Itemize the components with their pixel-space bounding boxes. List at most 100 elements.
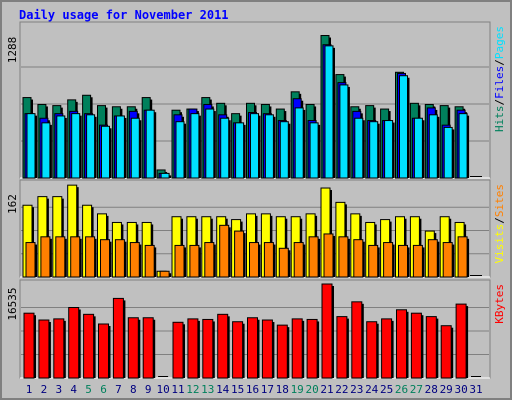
bar-kbytes-kbytes-day-25-shadow [391,320,394,378]
bar-kbytes-kbytes-day-29-body [440,325,452,379]
bar-visits-sites-day-14 [219,224,231,278]
bar-kbytes-kbytes-day-26-body [396,309,407,379]
bar-visits-sites-day-26 [398,244,410,278]
bar-kbytes-kbytes-day-27 [410,312,424,379]
bar-visits-sites-day-30 [457,236,470,278]
bar-visits-sites-day-22-shadow [347,238,350,277]
x-tick-label-day-31: 31 [469,383,482,396]
bar-visits-sites-day-6-body [100,239,110,278]
legend-visits: Visits [493,224,506,264]
bar-hits-pages-day-28 [428,114,440,179]
bar-kbytes-kbytes-day-28-body [425,316,437,379]
bar-hits-pages-day-14-shadow [228,120,231,178]
bar-hits-pages-day-23-body [354,117,364,179]
bar-visits-sites-day-27-body [412,244,423,278]
bar-hits-pages-day-31 [474,176,482,177]
bar-hits-pages-day-5-body [86,114,96,179]
bar-kbytes-kbytes-day-5 [83,313,96,379]
panel-visits-ymax-label: 162 [6,194,19,214]
bar-kbytes-kbytes-day-19-body [291,318,303,379]
bar-kbytes-kbytes-day-8-shadow [138,319,141,378]
bar-visits-sites-day-11-shadow [184,247,186,277]
x-tick-label-day-22: 22 [335,383,348,396]
chart-title: Daily usage for November 2011 [19,8,229,22]
bar-kbytes-kbytes-day-15-shadow [242,323,245,378]
bar-kbytes-kbytes-day-30-shadow [466,306,469,378]
bar-kbytes-kbytes-day-3-shadow [63,320,66,378]
bar-visits-sites-day-15 [234,230,246,278]
bar-hits-pages-day-24 [369,121,380,179]
bar-visits-sites-day-1-body [25,242,36,278]
bar-kbytes-kbytes-day-12 [187,318,200,379]
legend-separator: / [493,217,506,224]
x-tick-label-day-2: 2 [41,383,48,396]
bar-kbytes-kbytes-day-31 [471,376,481,377]
bar-visits-sites-day-18-shadow [288,250,291,277]
bar-visits-sites-day-29 [442,242,455,278]
bar-kbytes-kbytes-day-26-shadow [406,311,409,378]
panel-kbytes-legend: KBytes [493,284,506,324]
bar-visits-sites-day-5-shadow [94,238,97,277]
bar-visits-sites-day-2-body [40,236,51,278]
bar-visits-sites-day-19-body [293,242,304,278]
bar-hits-pages-day-28-shadow [437,116,440,178]
x-tick-label-day-8: 8 [130,383,137,396]
bar-hits-pages-day-10-shadow [169,175,172,178]
bar-hits-pages-day-1 [26,113,37,179]
bar-hits-pages-day-25 [384,120,395,179]
bar-visits-sites-day-17 [263,242,276,278]
bar-kbytes-kbytes-day-13 [202,318,215,379]
bar-kbytes-kbytes-day-18-body [276,324,288,379]
x-tick-label-day-24: 24 [365,383,379,396]
bar-hits-pages-day-16 [250,113,261,179]
bar-hits-pages-day-7-shadow [124,117,127,178]
bar-kbytes-kbytes-day-8-body [127,317,139,379]
bar-kbytes-kbytes-day-4-body [68,307,80,379]
bar-visits-sites-day-25-body [383,242,394,278]
bar-visits-sites-day-15-body [234,230,245,278]
bar-kbytes-kbytes-day-11-shadow [183,324,185,378]
bar-kbytes-kbytes-day-2-shadow [48,322,51,378]
bar-visits-sites-day-24-shadow [377,247,380,277]
legend-pages: Pages [493,26,506,59]
bar-visits-sites-day-5-body [85,236,96,278]
bar-kbytes-kbytes-day-21-shadow [332,286,334,378]
bar-hits-pages-day-15-shadow [243,124,246,178]
bar-hits-pages-day-27-body [413,117,423,179]
bar-kbytes-kbytes-day-22 [336,316,349,379]
bar-kbytes-kbytes-day-9-body [142,317,154,379]
x-tick-label-day-17: 17 [261,383,274,396]
x-tick-label-day-5: 5 [85,383,92,396]
bar-visits-sites-day-18-body [278,247,289,278]
bar-hits-pages-day-22-shadow [347,86,350,178]
bar-hits-pages-day-11-body [175,121,185,179]
bar-visits-sites-day-31 [473,275,482,276]
bar-hits-pages-day-13-body [205,108,215,179]
bar-visits-visits-day-4-shadow [76,187,79,277]
legend-separator: / [493,99,506,106]
bar-hits-pages-day-26 [399,75,410,179]
bar-hits-pages-day-14 [220,117,231,179]
bar-kbytes-kbytes-day-26 [396,309,409,379]
bar-hits-pages-day-2-shadow [49,124,52,178]
bar-hits-pages-day-9 [145,109,157,179]
bar-hits-pages-day-29-body [443,126,453,179]
bar-hits-pages-day-4-shadow [79,115,82,178]
bar-hits-pages-day-23 [354,117,365,179]
bar-kbytes-kbytes-day-9-shadow [153,319,156,378]
bar-visits-sites-day-2-shadow [49,238,52,277]
bar-hits-pages-day-22 [339,84,350,179]
bar-visits-sites-day-29-shadow [452,244,455,277]
bar-kbytes-kbytes-day-4-shadow [78,309,81,378]
x-tick-label-day-11: 11 [171,383,184,396]
bar-kbytes-kbytes-day-23 [351,301,364,379]
x-tick-label-day-3: 3 [55,383,62,396]
bar-visits-sites-day-16-body [249,242,259,278]
bar-hits-pages-day-21-body [324,45,334,179]
x-tick-label-day-14: 14 [216,383,230,396]
bar-visits-sites-day-7-body [114,239,125,278]
x-tick-label-day-12: 12 [186,383,199,396]
bar-visits-sites-day-22 [338,236,350,278]
bar-hits-pages-day-21 [324,45,335,179]
